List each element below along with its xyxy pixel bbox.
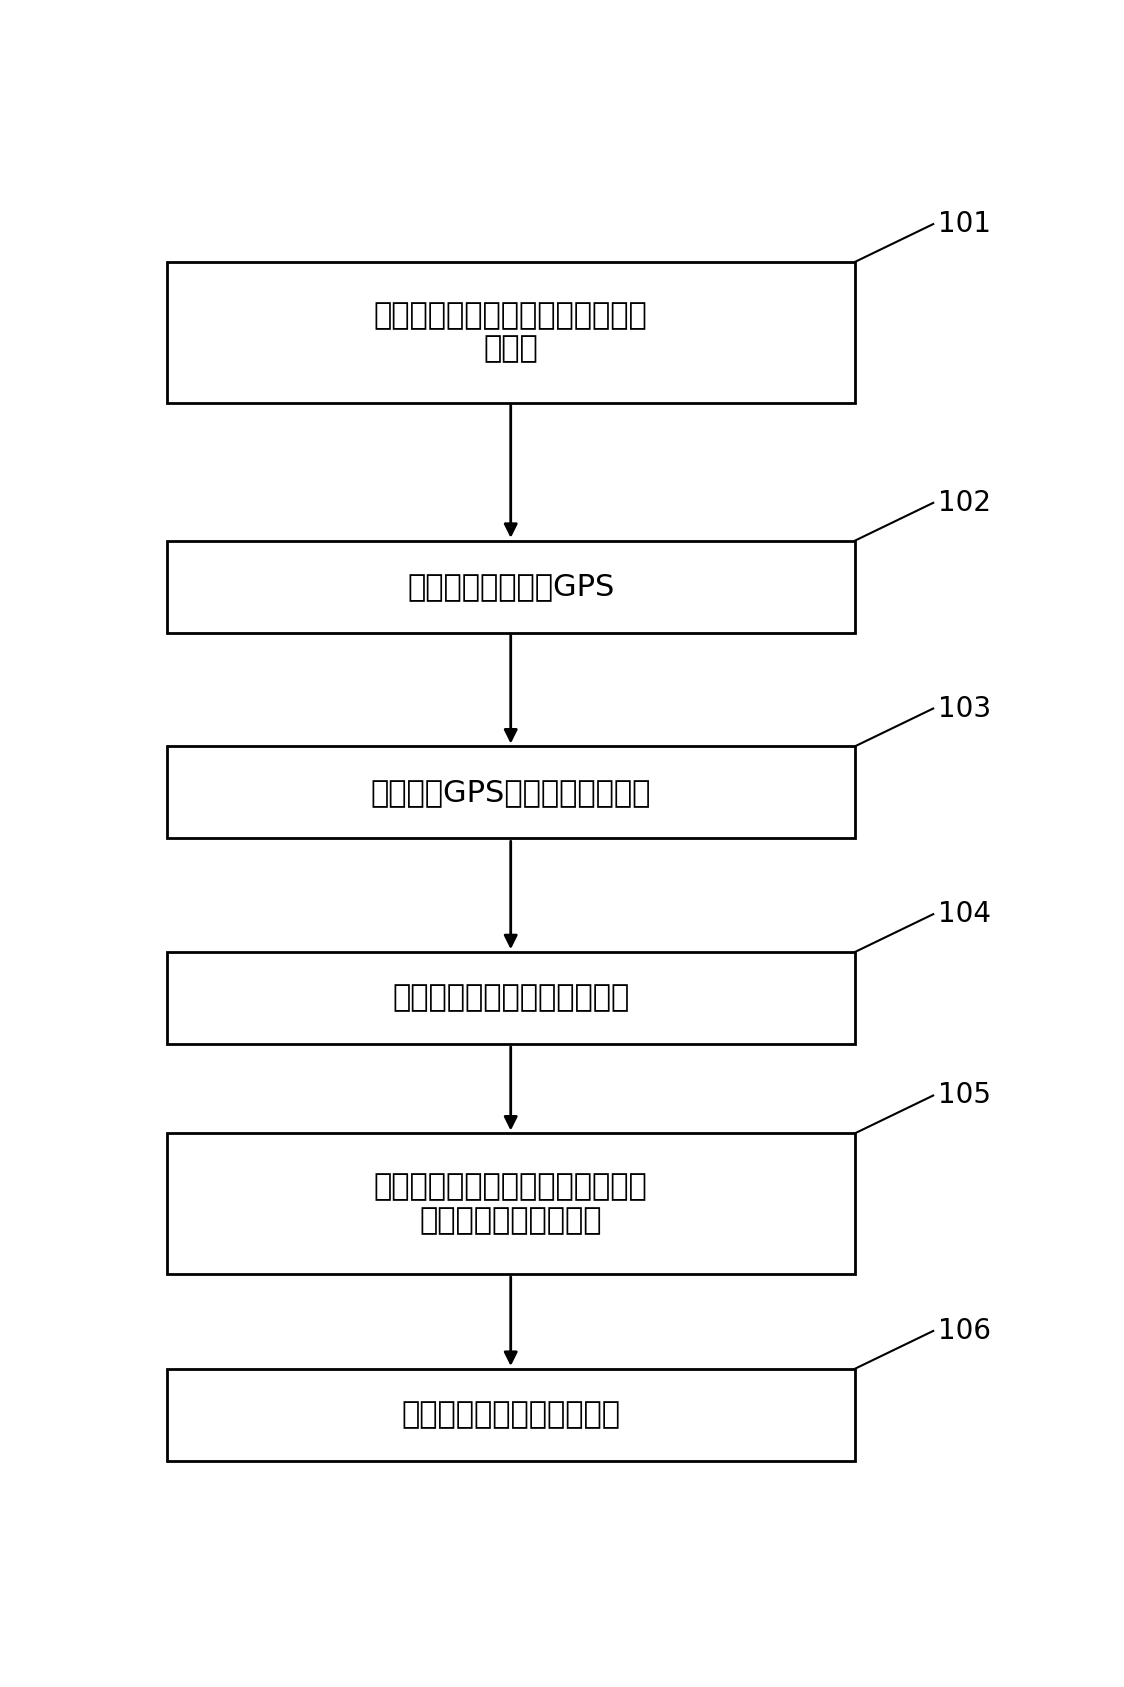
Text: 102: 102 <box>937 489 990 516</box>
Text: 接收定位装置发送的位置信息: 接收定位装置发送的位置信息 <box>392 984 629 1012</box>
Bar <box>166 746 854 838</box>
Text: 将对比结果发送至报警装置: 将对比结果发送至报警装置 <box>401 1400 620 1429</box>
Bar <box>166 542 854 633</box>
Bar <box>166 1368 854 1461</box>
Bar <box>166 261 854 403</box>
Text: 通过通讯装置接收基准站发送的差
分信息: 通过通讯装置接收基准站发送的差 分信息 <box>374 300 647 364</box>
Bar <box>166 951 854 1044</box>
Text: 将位置信息与预先存储的地图中的
安全区域信息进行对比: 将位置信息与预先存储的地图中的 安全区域信息进行对比 <box>374 1172 647 1235</box>
Text: 103: 103 <box>937 695 990 722</box>
Text: 105: 105 <box>937 1081 990 1110</box>
Text: 106: 106 <box>937 1318 990 1345</box>
Bar <box>166 1134 854 1274</box>
Text: 101: 101 <box>937 211 990 238</box>
Text: 接收经过GPS校正后的位置信息: 接收经过GPS校正后的位置信息 <box>371 778 651 806</box>
Text: 将差分信息发送至GPS: 将差分信息发送至GPS <box>407 572 615 601</box>
Text: 104: 104 <box>937 901 990 928</box>
